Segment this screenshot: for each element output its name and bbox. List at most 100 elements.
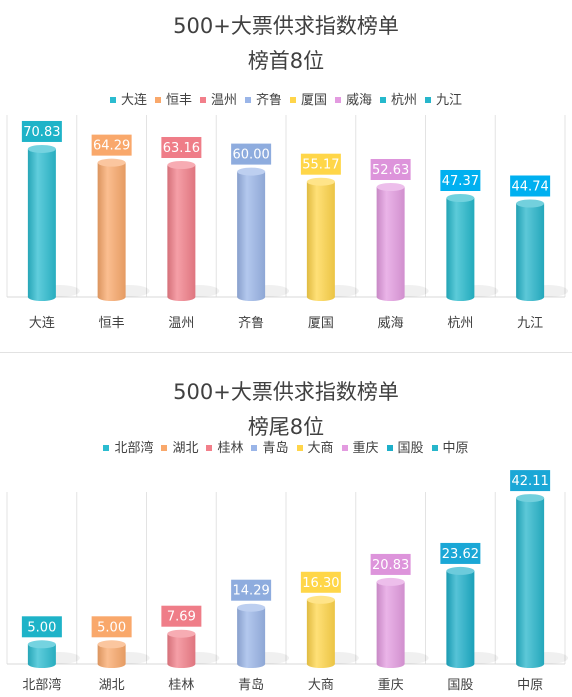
bar <box>306 595 335 668</box>
value-label-box <box>231 143 272 165</box>
bar-cap <box>237 167 266 176</box>
bar-chart-top: 70.83 大连 64.29 恒丰 63.16 温州 60.00 齐鲁 55.17 厦国 52.63… <box>6 115 569 331</box>
bar-cap <box>97 158 126 167</box>
legend-swatch <box>386 444 393 451</box>
value-label: 64.29 <box>93 139 130 154</box>
bar <box>376 183 405 301</box>
legend-label: 厦国 <box>301 93 328 108</box>
bar-body <box>167 633 196 668</box>
legend-swatch <box>103 444 110 451</box>
legend-label: 威海 <box>346 93 373 108</box>
bar-cap <box>237 603 266 612</box>
bar-body <box>376 187 405 301</box>
value-label-box <box>440 169 481 191</box>
bar-body <box>446 197 475 301</box>
value-label: 5.00 <box>27 620 56 635</box>
bar-cap <box>376 577 405 586</box>
value-label-box <box>510 470 551 492</box>
legend-swatch <box>251 444 258 451</box>
legend-label: 杭州 <box>391 93 418 108</box>
bar <box>446 193 475 301</box>
value-label: 42.11 <box>512 474 549 489</box>
value-label-box <box>21 616 62 638</box>
category-label: 威海 <box>378 316 404 331</box>
category-label: 齐鲁 <box>238 315 264 331</box>
bar <box>27 144 56 301</box>
legend-item: 青岛 <box>251 437 289 456</box>
legend-item: 威海 <box>335 89 372 108</box>
category-label: 九江 <box>517 316 543 331</box>
bar-cap <box>27 640 56 649</box>
bar-body <box>97 162 126 301</box>
bar <box>516 199 545 301</box>
legend-item: 恒丰 <box>154 89 192 108</box>
value-label: 63.16 <box>163 141 200 156</box>
bar-body <box>516 203 545 301</box>
legend-swatch <box>380 96 387 103</box>
legend-label: 大连 <box>120 93 147 108</box>
legend-label: 温州 <box>210 93 237 108</box>
legend-swatch <box>335 96 342 103</box>
chart-legend: 北部湾 湖北 桂林 青岛 大商 重庆 国股 中原 <box>0 437 572 456</box>
bar-body <box>306 181 335 301</box>
category-label: 恒丰 <box>99 316 125 331</box>
legend-label: 九江 <box>436 93 463 108</box>
bar-cap <box>516 199 545 208</box>
legend-label: 桂林 <box>217 441 244 456</box>
category-label: 中原 <box>517 678 543 693</box>
legend-item: 重庆 <box>341 437 379 456</box>
value-label: 60.00 <box>233 148 270 163</box>
category-label: 大连 <box>29 315 55 331</box>
legend-label: 大商 <box>307 441 334 456</box>
category-label: 厦国 <box>308 316 334 331</box>
chart-subtitle: 榜首8位 <box>247 49 325 73</box>
chart-title: 500+大票供求指数榜单 <box>173 380 399 404</box>
legend-label: 青岛 <box>262 441 289 456</box>
value-label-box <box>161 605 202 627</box>
category-label: 北部湾 <box>22 677 61 693</box>
legend-swatch <box>161 444 168 451</box>
legend-item: 温州 <box>199 89 237 108</box>
bar-body <box>446 570 475 668</box>
category-label: 桂林 <box>168 678 194 693</box>
legend-item: 大商 <box>296 437 334 456</box>
value-label-box <box>370 553 411 575</box>
bar-body <box>27 148 56 301</box>
legend-item: 国股 <box>386 437 424 456</box>
value-label-box <box>510 175 551 197</box>
legend-item: 北部湾 <box>103 437 153 456</box>
value-label: 7.69 <box>167 610 196 625</box>
legend-item: 中原 <box>431 437 469 456</box>
legend-item: 齐鲁 <box>244 89 282 108</box>
value-label: 70.83 <box>23 125 60 140</box>
bar-body <box>237 171 266 301</box>
value-label-box <box>300 571 341 593</box>
bar-body <box>97 644 126 668</box>
bar-cap <box>97 640 126 649</box>
bar-body <box>237 607 266 668</box>
category-label: 湖北 <box>99 678 125 693</box>
value-label-box <box>21 120 62 142</box>
value-label: 23.62 <box>442 547 479 562</box>
bar <box>237 167 266 301</box>
category-label: 青岛 <box>238 677 264 693</box>
value-label-box <box>370 159 411 181</box>
value-label-box <box>300 153 341 175</box>
legend-label: 恒丰 <box>165 93 192 108</box>
bar <box>516 494 545 668</box>
bar-cap <box>167 160 196 169</box>
bar <box>97 158 126 301</box>
panel-divider <box>0 352 572 353</box>
bar-body <box>167 164 196 301</box>
legend-label: 中原 <box>442 441 469 456</box>
bar-cap <box>376 183 405 192</box>
legend-label: 湖北 <box>172 441 199 456</box>
bar-cap <box>306 595 335 604</box>
legend-item: 杭州 <box>380 89 417 108</box>
value-label: 5.00 <box>97 620 126 635</box>
bar <box>446 566 475 668</box>
legend-item: 湖北 <box>161 437 198 456</box>
legend-swatch <box>109 96 116 103</box>
chart-legend: 大连 恒丰 温州 齐鲁 厦国 威海 杭州 九江 <box>0 89 572 108</box>
bar-body <box>27 644 56 668</box>
